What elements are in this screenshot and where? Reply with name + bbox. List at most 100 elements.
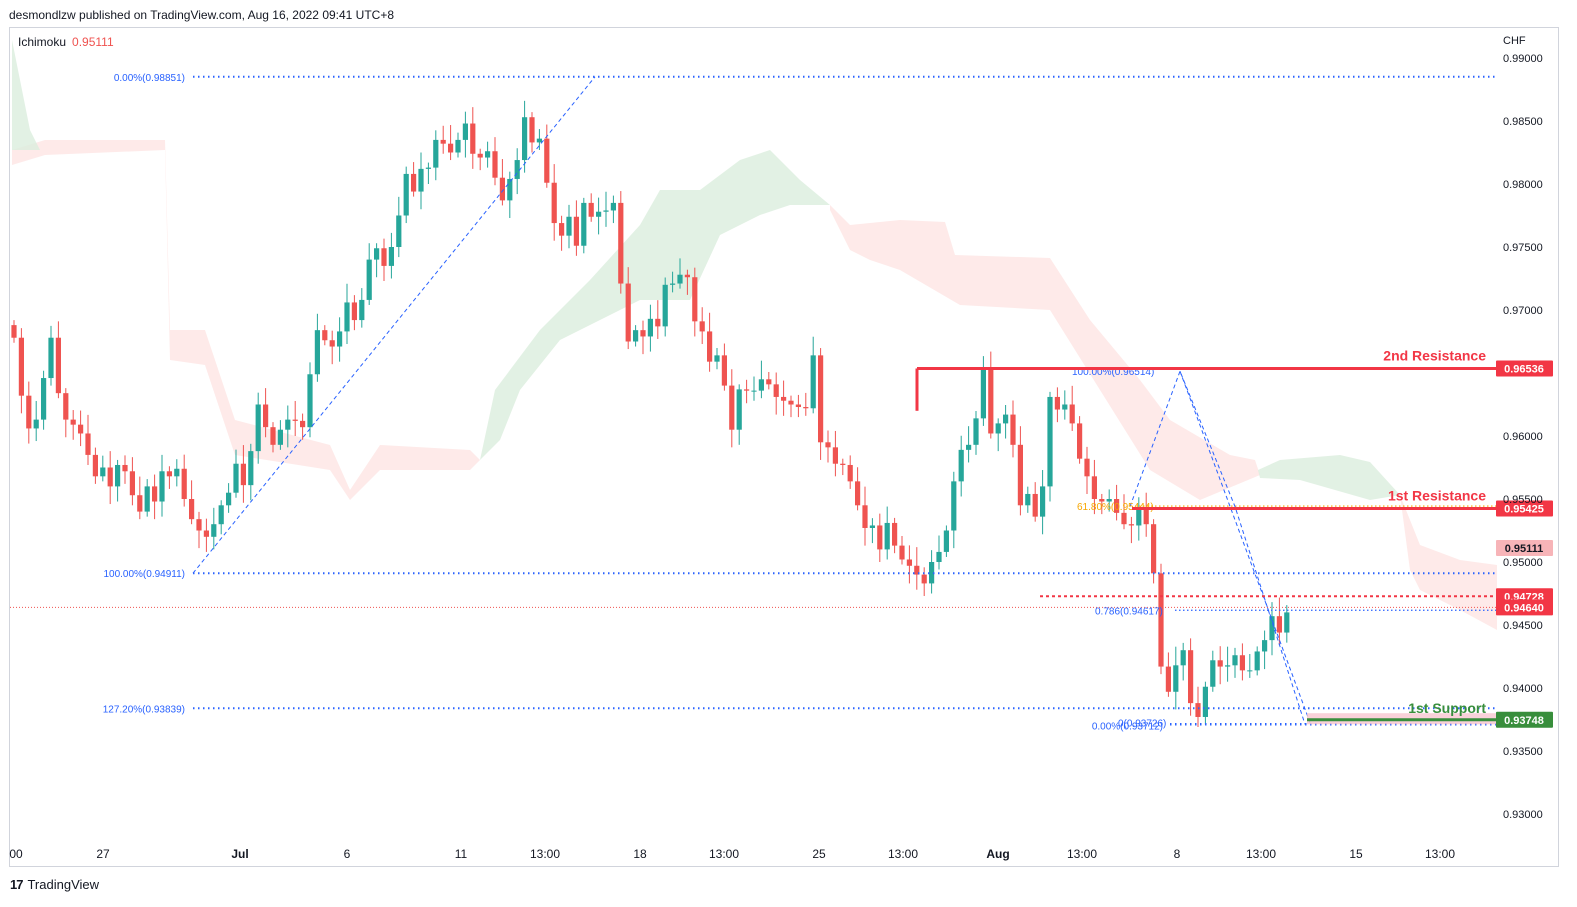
candle (1032, 482, 1038, 522)
indicator-name[interactable]: Ichimoku (18, 35, 67, 49)
candle (1077, 416, 1083, 464)
candle-body (966, 444, 972, 450)
candle (411, 162, 417, 197)
candle-body (351, 302, 357, 321)
candle-body (707, 331, 713, 362)
x-tick-label: 13:00 (1425, 847, 1455, 861)
candle-body (603, 210, 609, 212)
candle-body (448, 143, 454, 153)
x-tick-label: 13:00 (1067, 847, 1097, 861)
candle (418, 152, 424, 210)
candle-body (470, 123, 476, 154)
candle (1084, 446, 1090, 494)
candle-body (226, 492, 232, 506)
candle (300, 413, 306, 440)
candle (736, 384, 742, 445)
y-tick-label: 0.99000 (1503, 53, 1543, 65)
candle-body (1165, 666, 1171, 692)
candle (721, 343, 727, 391)
candle-body (573, 216, 579, 246)
x-tick-label: 27 (96, 847, 110, 861)
candle-body (366, 259, 372, 300)
price-badge: 0.93748 (1496, 711, 1553, 728)
candle-body (877, 525, 883, 550)
candle-body (107, 467, 113, 487)
candle-body (403, 173, 409, 216)
candle-body (396, 215, 402, 247)
candle (388, 232, 394, 279)
bull-cloud-mid (480, 150, 830, 460)
candle-body (174, 468, 180, 477)
publish-info: desmondlzw published on TradingView.com,… (9, 8, 395, 22)
x-tick-label: 13:00 (1246, 847, 1276, 861)
candle (936, 535, 942, 570)
candle (692, 267, 698, 337)
fib-label-0pct-right: 0.00%(0.93712) (1092, 721, 1163, 732)
candle (462, 111, 468, 158)
y-tick-label: 0.93000 (1503, 809, 1543, 821)
candle-body (137, 495, 143, 512)
candle-body (596, 211, 602, 217)
price-badge: 0.96536 (1496, 360, 1553, 377)
tradingview-footer[interactable]: 17 TradingView (10, 877, 99, 892)
candle-body (1195, 703, 1201, 717)
candle (1217, 646, 1223, 685)
candle (995, 418, 1001, 452)
y-tick-label: 0.93500 (1503, 746, 1543, 758)
y-tick-label: 0.97500 (1503, 242, 1543, 254)
candle (684, 269, 690, 295)
candle (48, 325, 54, 386)
price-badge: 0.94640 (1496, 599, 1553, 616)
candle-body (1069, 404, 1075, 424)
price-badge: 0.95425 (1496, 500, 1553, 517)
candle (966, 426, 972, 463)
candle-body (152, 486, 158, 502)
candle (107, 451, 113, 505)
candle (144, 479, 150, 517)
candle-body (758, 379, 764, 391)
price-badge-bg (1496, 500, 1553, 517)
candle (33, 400, 39, 442)
candle (699, 307, 705, 345)
candle-body (588, 202, 594, 217)
candle-body (581, 202, 587, 246)
candle (285, 405, 291, 448)
candle (825, 430, 831, 463)
candle (647, 304, 653, 352)
candle (832, 430, 838, 477)
y-tick-label: 0.95500 (1503, 494, 1543, 506)
candle (818, 348, 824, 460)
candle (292, 400, 298, 436)
candle-body (440, 139, 446, 144)
candle-body (248, 451, 254, 486)
candle-body (958, 449, 964, 482)
candle-body (477, 153, 483, 158)
candle (381, 238, 387, 282)
y-tick-label: 0.94500 (1503, 620, 1543, 632)
candle (980, 356, 986, 426)
candle-body (411, 173, 417, 192)
candle (196, 511, 202, 549)
candle (122, 455, 128, 484)
candle-body (300, 420, 306, 428)
candle-body (536, 138, 542, 143)
candle-body (773, 384, 779, 397)
candle-body (1151, 524, 1157, 574)
indicator-legend[interactable]: Ichimoku 0.95111 (18, 35, 114, 49)
fib-label-right-100: 100.00%(0.96514) (1072, 367, 1154, 378)
tradingview-brand: TradingView (27, 877, 100, 892)
fib-levels (10, 75, 1497, 726)
candle (115, 459, 121, 502)
candle (869, 518, 875, 544)
candle-body (70, 419, 76, 425)
bull-cloud-left (12, 40, 40, 150)
candle-body (788, 400, 794, 405)
candle (159, 454, 165, 517)
candle-body (899, 545, 905, 560)
candle-body (670, 283, 676, 285)
candle-body (485, 151, 491, 158)
candle (1025, 486, 1031, 513)
candle-body (255, 404, 261, 452)
fib-trendline-left (192, 76, 596, 574)
